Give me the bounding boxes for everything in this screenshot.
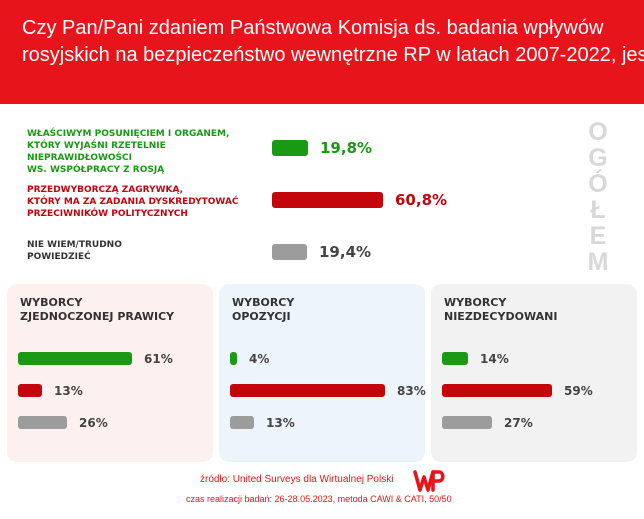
panel-title-line: WYBORCY <box>232 296 295 309</box>
bar <box>272 192 383 208</box>
value-label: 83% <box>397 384 426 398</box>
bar <box>18 416 67 429</box>
panel-title-line: WYBORCY <box>20 296 83 309</box>
value-label: 27% <box>504 416 533 430</box>
segment-panel: WYBORCY ZJEDNOCZONEJ PRAWICY 61% 13% 26% <box>7 284 213 462</box>
panel-title: WYBORCY NIEZDECYDOWANI <box>444 296 634 324</box>
value-label: 19,8% <box>320 139 373 157</box>
value-label: 26% <box>79 416 108 430</box>
panel-title: WYBORCY OPOZYCJI <box>232 296 422 324</box>
source-note: źródło: United Surveys dla Wirtualnej Po… <box>200 474 394 485</box>
answer-label-line: WS. WSPÓŁPRACY Z ROSJĄ <box>27 165 165 175</box>
bar <box>442 416 492 429</box>
bar <box>442 352 468 365</box>
segment-panel: WYBORCY NIEZDECYDOWANI 14% 59% 27% <box>431 284 637 462</box>
value-label: 60,8% <box>395 191 448 209</box>
answer-label: NIE WIEM/TRUDNO POWIEDZIEĆ <box>27 239 267 263</box>
value-label: 14% <box>480 352 509 366</box>
value-label: 13% <box>54 384 83 398</box>
fieldwork-note: czas realizacji badań: 26-28.05.2023, me… <box>186 494 452 504</box>
answer-label: WŁAŚCIWYM POSUNIĘCIEM I ORGANEM, KTÓRY WY… <box>27 128 267 176</box>
answer-label-line: WŁAŚCIWYM POSUNIĘCIEM I ORGANEM, <box>27 129 230 139</box>
question-line-1: Czy Pan/Pani zdaniem Państwowa Komisja d… <box>22 17 604 39</box>
panel-title-line: OPOZYCJI <box>232 310 291 323</box>
answer-label-line: PRZECIWNIKÓW POLITYCZNYCH <box>27 209 188 219</box>
bar <box>18 352 132 365</box>
value-label: 61% <box>144 352 173 366</box>
wp-logo-icon <box>413 470 445 492</box>
value-label: 19,4% <box>319 243 372 261</box>
bar <box>230 416 254 429</box>
panel-title: WYBORCY ZJEDNOCZONEJ PRAWICY <box>20 296 210 324</box>
bar <box>18 384 42 397</box>
answer-label-line: NIE WIEM/TRUDNO <box>27 240 122 250</box>
panel-title-line: NIEZDECYDOWANI <box>444 310 558 323</box>
bar <box>230 384 385 397</box>
segment-panel: WYBORCY OPOZYCJI 4% 83% 13% <box>219 284 426 462</box>
value-label: 4% <box>249 352 270 366</box>
bar <box>442 384 552 397</box>
bar <box>272 244 307 260</box>
bar <box>272 140 308 156</box>
value-label: 13% <box>266 416 295 430</box>
answer-label-line: KTÓRY MA ZA ZADANIA DYSKREDYTOWAĆ <box>27 197 239 207</box>
question-line-2: rosyjskich na bezpieczeństwo wewnętrzne … <box>22 44 644 66</box>
answer-label-line: KTÓRY WYJAŚNI RZETELNIE NIEPRAWIDŁOWOŚCI <box>27 141 166 163</box>
bar <box>230 352 237 365</box>
answer-label: PRZEDWYBORCZĄ ZAGRYWKĄ, KTÓRY MA ZA ZADAN… <box>27 184 267 220</box>
panel-title-line: WYBORCY <box>444 296 507 309</box>
header: Czy Pan/Pani zdaniem Państwowa Komisja d… <box>0 0 644 104</box>
answer-label-line: POWIEDZIEĆ <box>27 252 91 262</box>
panel-title-line: ZJEDNOCZONEJ PRAWICY <box>20 310 175 323</box>
overall-label: OGÓŁEM <box>584 118 612 274</box>
value-label: 59% <box>564 384 593 398</box>
answer-label-line: PRZEDWYBORCZĄ ZAGRYWKĄ, <box>27 185 184 195</box>
